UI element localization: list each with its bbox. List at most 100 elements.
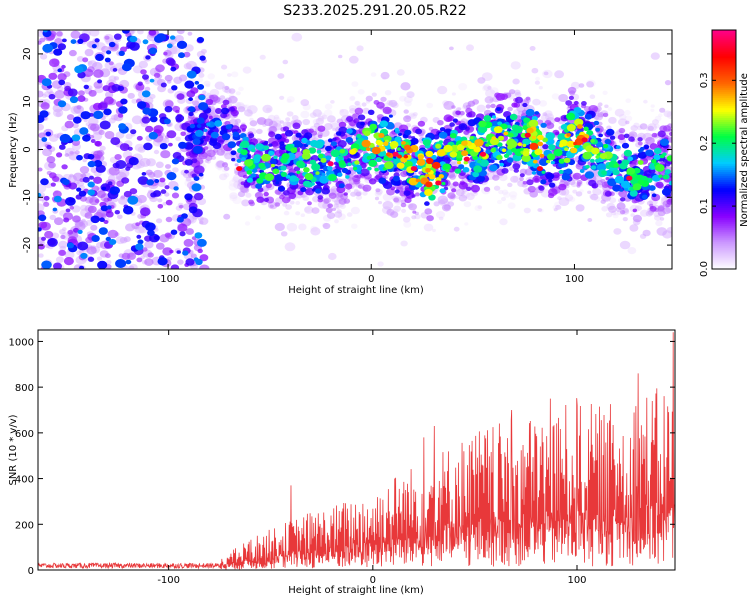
heatmap-cell: [80, 173, 87, 179]
heatmap-cell: [47, 237, 58, 247]
heatmap-cell: [639, 123, 648, 130]
heatmap-cell: [349, 149, 357, 155]
heatmap-cell: [279, 120, 284, 124]
heatmap-cell: [58, 79, 66, 86]
heatmap-cell: [281, 153, 290, 160]
y-tick-label: 10: [22, 95, 33, 108]
heatmap-cell: [655, 220, 663, 227]
heatmap-cell: [584, 171, 595, 179]
heatmap-cell: [428, 194, 436, 201]
colorbar-frame: [711, 29, 737, 270]
heatmap-cell: [256, 128, 263, 135]
heatmap-cell: [208, 115, 213, 120]
heatmap-cell: [338, 54, 343, 59]
colorbar-segment: [712, 67, 736, 71]
heatmap-cell: [127, 146, 133, 151]
heatmap-cell: [501, 189, 509, 195]
heatmap-cell: [376, 157, 382, 162]
heatmap-cell: [511, 102, 518, 108]
heatmap-cell: [258, 162, 266, 169]
heatmap-cell: [245, 192, 252, 198]
heatmap-cell: [65, 197, 76, 206]
colorbar-segment: [712, 255, 736, 258]
heatmap-cell: [308, 128, 314, 134]
heatmap-cell: [348, 105, 357, 111]
heatmap-cell: [632, 208, 637, 213]
heatmap-cell: [89, 30, 100, 37]
heatmap-cell: [554, 117, 561, 123]
heatmap-cell: [346, 158, 352, 162]
heatmap-cell: [603, 144, 609, 149]
heatmap-cell: [607, 205, 617, 213]
heatmap-cell: [443, 114, 453, 122]
heatmap-cell: [517, 142, 523, 147]
heatmap-cell: [70, 39, 77, 44]
heatmap-cell: [300, 213, 305, 217]
heatmap-cell: [449, 151, 458, 158]
heatmap-cell: [525, 96, 531, 101]
heatmap-cell: [629, 189, 638, 197]
heatmap-cell: [206, 149, 216, 158]
heatmap-cell: [59, 144, 66, 150]
heatmap-cell: [528, 119, 539, 128]
heatmap-cell: [612, 184, 621, 192]
heatmap-cell: [279, 95, 285, 100]
heatmap-cell: [53, 69, 58, 74]
heatmap-cell: [463, 156, 470, 162]
heatmap-cell: [626, 175, 633, 181]
heatmap-cell: [274, 202, 281, 207]
heatmap-cell: [57, 100, 67, 108]
heatmap-cell: [324, 103, 333, 110]
heatmap-cell: [367, 109, 375, 116]
heatmap-cell: [519, 173, 525, 178]
colorbar-segment: [712, 141, 736, 145]
heatmap-cell: [542, 112, 548, 116]
heatmap-cell: [458, 164, 465, 170]
heatmap-cell: [349, 55, 359, 64]
heatmap-cell: [324, 123, 333, 130]
heatmap-cell: [647, 125, 654, 131]
heatmap-cell: [513, 125, 523, 134]
heatmap-cell: [156, 242, 165, 250]
heatmap-cell: [605, 212, 613, 218]
colorbar-segment: [712, 65, 736, 69]
heatmap-cell: [415, 128, 423, 135]
heatmap-cell: [198, 102, 209, 111]
heatmap-cell: [248, 133, 255, 139]
heatmap-cell: [467, 100, 476, 107]
heatmap-cell: [106, 205, 112, 210]
heatmap-cell: [578, 83, 585, 88]
colorbar-label: Normalized spectral amplitude: [739, 73, 750, 227]
heatmap-cell: [63, 257, 74, 266]
heatmap-cell: [337, 172, 343, 177]
heatmap-cell: [659, 125, 668, 133]
heatmap-cell: [118, 106, 128, 114]
colorbar-segment: [712, 115, 736, 119]
heatmap-cell: [447, 192, 456, 199]
heatmap-cell: [132, 65, 143, 74]
heatmap-cell: [89, 134, 95, 139]
heatmap-cell: [383, 156, 389, 161]
colorbar-segment: [712, 45, 736, 49]
colorbar-segment: [712, 211, 736, 214]
heatmap-cell: [606, 125, 612, 130]
heatmap-cell: [584, 113, 593, 120]
heatmap-cell: [461, 140, 468, 146]
heatmap-cell: [282, 126, 290, 132]
heatmap-cell: [531, 67, 539, 74]
heatmap-cell: [508, 140, 518, 148]
heatmap-cell: [304, 132, 313, 139]
colorbar-segment: [712, 243, 736, 246]
heatmap-cell: [78, 249, 84, 254]
heatmap-cell: [591, 165, 597, 170]
heatmap-cell: [263, 191, 269, 197]
heatmap-cell: [546, 153, 556, 161]
heatmap-cell: [165, 57, 175, 65]
heatmap-cell: [155, 161, 164, 169]
snr-series-line: [38, 332, 675, 570]
heatmap-cell: [637, 160, 644, 165]
heatmap-cell: [311, 207, 320, 214]
heatmap-cell: [148, 131, 158, 140]
heatmap-cell: [394, 127, 400, 132]
heatmap-cell: [292, 122, 301, 130]
